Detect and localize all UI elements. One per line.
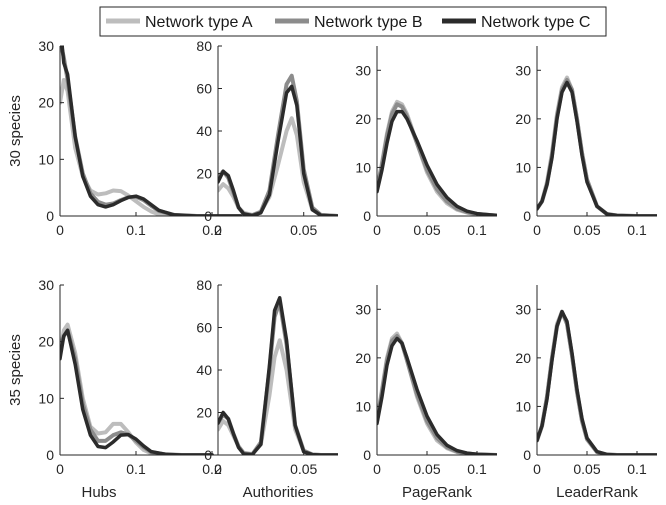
xlabel-hubs: Hubs: [81, 484, 116, 501]
series-line-b: [218, 300, 338, 455]
x-tick-label: 0.1: [627, 222, 647, 238]
xlabel-pagerank: PageRank: [402, 484, 473, 501]
panel-r0-c1: 0 20 40 60 80 0 0.05: [196, 38, 338, 238]
legend-box: [99, 6, 607, 37]
y-tick-label: 30: [355, 301, 371, 317]
y-tick-label: 30: [515, 301, 531, 317]
series-group: [377, 99, 497, 216]
legend-label-a: Network type A: [145, 14, 253, 31]
series-line-c: [377, 336, 497, 455]
series-group: [537, 75, 657, 216]
y-tick-label: 0: [46, 208, 54, 224]
y-tick-label: 80: [196, 277, 212, 293]
x-tick-label: 0: [373, 461, 381, 477]
y-tick-label: 10: [355, 398, 371, 414]
x-tick-label: 0.05: [573, 461, 600, 477]
y-tick-label: 10: [355, 159, 371, 175]
x-tick-label: 0.1: [126, 222, 146, 238]
series-group: [537, 309, 657, 455]
series-line-c: [218, 296, 338, 455]
y-tick-label: 0: [363, 447, 371, 463]
y-tick-label: 20: [196, 166, 212, 182]
legend-label-c: Network type C: [481, 14, 590, 31]
x-tick-label: 0.1: [467, 461, 487, 477]
x-tick-label: 0: [214, 222, 222, 238]
y-tick-label: 0: [204, 447, 212, 463]
series-line-c: [60, 46, 250, 216]
y-tick-label: 20: [515, 350, 531, 366]
x-tick-label: 0.2: [202, 461, 222, 477]
y-tick-label: 40: [196, 362, 212, 378]
x-tick-label: 0: [56, 461, 64, 477]
x-tick-label: 0: [214, 461, 222, 477]
xlabel-authorities: Authorities: [243, 484, 314, 501]
x-tick-label: 0.05: [413, 222, 440, 238]
panel-r1-c2: 0 10 20 30 0 0.05 0.1: [355, 285, 497, 477]
y-tick-label: 30: [38, 277, 54, 293]
y-tick-label: 20: [355, 111, 371, 127]
row-label-30-species: 30 species: [7, 95, 24, 167]
y-tick-label: 10: [38, 390, 54, 406]
x-tick-label: 0.1: [627, 461, 647, 477]
series-line-c: [537, 80, 657, 216]
series-group: [60, 322, 214, 455]
y-tick-label: 0: [523, 208, 531, 224]
x-tick-label: 0.05: [290, 222, 317, 238]
panel-r1-c3: 0 10 20 30 0 0.05 0.1: [515, 285, 657, 477]
y-tick-label: 20: [38, 95, 54, 111]
series-line-c: [60, 328, 214, 455]
x-tick-label: 0: [533, 461, 541, 477]
x-tick-label: 0.1: [126, 461, 146, 477]
y-tick-label: 30: [515, 62, 531, 78]
x-tick-label: 0.05: [413, 461, 440, 477]
x-tick-label: 0.2: [202, 222, 222, 238]
y-tick-label: 0: [46, 447, 54, 463]
legend: Network type A Network type B Network ty…: [99, 6, 607, 37]
panel-r1-c1: 0 20 40 60 80 0 0.05: [196, 277, 338, 477]
series-line-c: [377, 109, 497, 216]
series-group: [60, 46, 250, 216]
x-tick-label: 0: [533, 222, 541, 238]
series-group: [218, 296, 338, 455]
y-tick-label: 20: [515, 111, 531, 127]
y-tick-label: 60: [196, 320, 212, 336]
series-line-c: [218, 84, 338, 216]
row-label-35-species: 35 species: [7, 334, 24, 406]
y-tick-label: 60: [196, 81, 212, 97]
y-tick-label: 30: [38, 38, 54, 54]
y-tick-label: 20: [38, 334, 54, 350]
y-tick-label: 20: [355, 350, 371, 366]
x-tick-label: 0.05: [573, 222, 600, 238]
y-tick-label: 0: [363, 208, 371, 224]
y-tick-label: 10: [38, 151, 54, 167]
x-tick-label: 0: [373, 222, 381, 238]
y-tick-label: 10: [515, 159, 531, 175]
x-tick-label: 0.05: [290, 461, 317, 477]
series-line-c: [537, 309, 657, 455]
panel-r0-c3: 0 10 20 30 0 0.05 0.1: [515, 46, 657, 238]
y-tick-label: 80: [196, 38, 212, 54]
y-tick-label: 0: [523, 447, 531, 463]
y-tick-label: 30: [355, 62, 371, 78]
y-tick-label: 20: [196, 405, 212, 421]
panel-r1-c0: 0 10 20 30 0 0.1 0.2: [38, 277, 250, 477]
x-tick-label: 0.1: [467, 222, 487, 238]
xlabel-leaderrank: LeaderRank: [556, 484, 638, 501]
y-tick-label: 40: [196, 123, 212, 139]
series-line-a: [60, 322, 214, 455]
series-group: [377, 331, 497, 455]
x-tick-label: 0: [56, 222, 64, 238]
series-line-b: [377, 102, 497, 216]
y-tick-label: 10: [515, 398, 531, 414]
y-tick-label: 0: [204, 208, 212, 224]
panel-r0-c0: 0 10 20 30 0 0.1 0.2: [38, 38, 250, 238]
series-line-b: [60, 328, 214, 455]
legend-label-b: Network type B: [314, 14, 422, 31]
panel-r0-c2: 0 10 20 30 0 0.05 0.1: [355, 46, 497, 238]
series-group: [218, 73, 338, 216]
